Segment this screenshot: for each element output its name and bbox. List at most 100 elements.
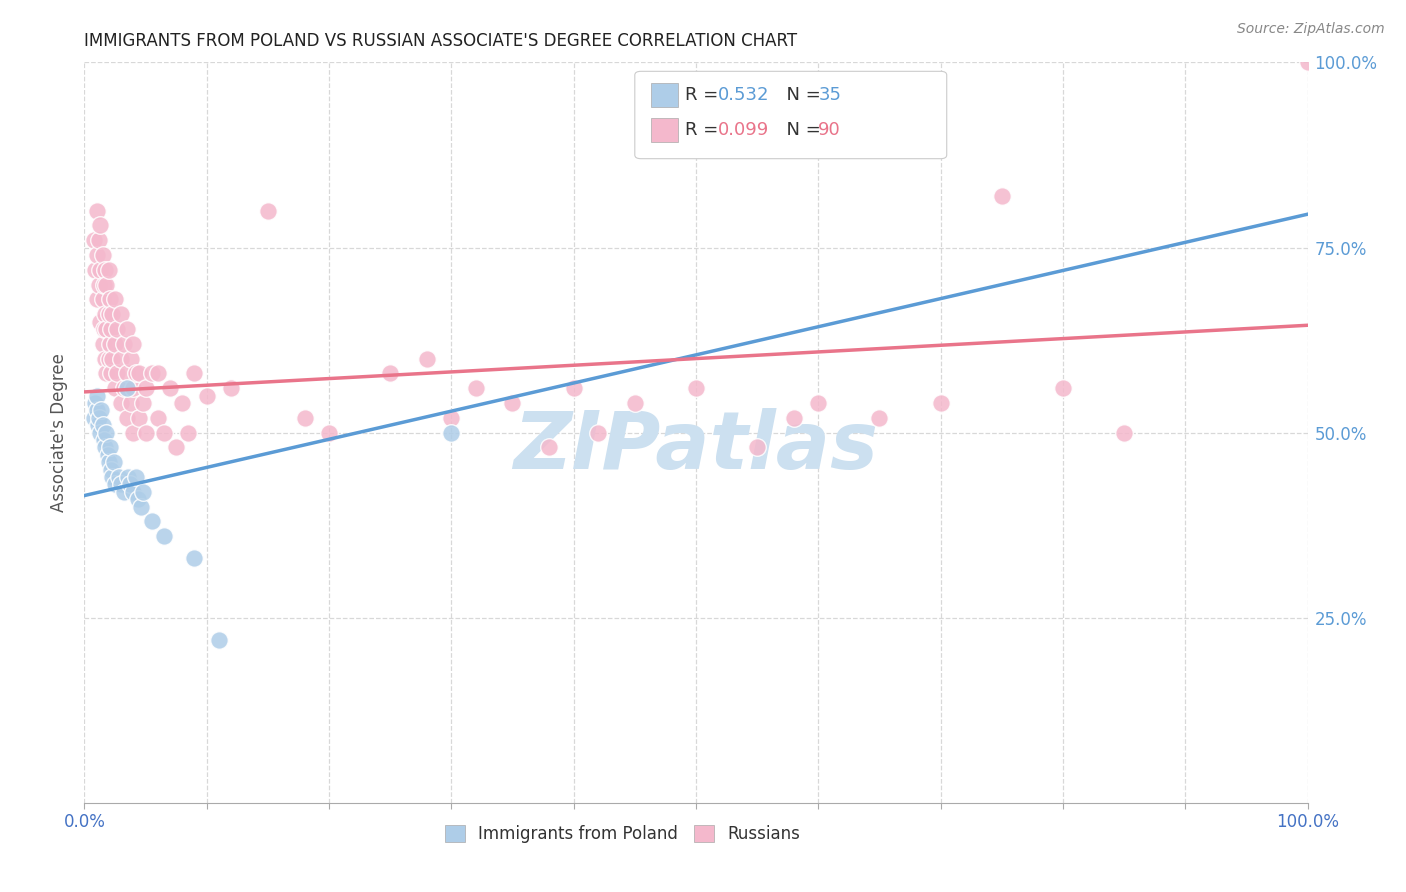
Text: R =: R = (685, 86, 724, 104)
Point (132, 484, 155, 499)
Point (153, 425, 176, 440)
Point (141, 367, 163, 381)
Point (464, 381, 486, 395)
Point (84, 396, 107, 410)
Point (90, 403, 112, 417)
Text: ZIPatlas: ZIPatlas (513, 409, 879, 486)
Point (104, 293, 127, 307)
Point (101, 470, 124, 484)
Point (104, 381, 127, 395)
Point (105, 322, 128, 336)
Point (100, 462, 122, 476)
Point (104, 336, 127, 351)
Point (89, 262, 111, 277)
Point (991, 188, 1014, 202)
Point (685, 381, 707, 395)
Point (440, 410, 463, 425)
FancyBboxPatch shape (651, 83, 678, 107)
Point (183, 367, 205, 381)
Text: 0.099: 0.099 (718, 120, 769, 139)
Point (807, 396, 830, 410)
Point (96, 322, 118, 336)
Point (122, 381, 145, 395)
Text: N =: N = (776, 86, 827, 104)
Point (195, 388, 218, 402)
Point (105, 367, 128, 381)
Point (165, 441, 187, 455)
Point (110, 307, 132, 321)
Point (94, 441, 117, 455)
Text: Source: ZipAtlas.com: Source: ZipAtlas.com (1237, 22, 1385, 37)
Point (110, 396, 132, 410)
Point (141, 515, 163, 529)
Point (89, 314, 111, 328)
Point (97, 455, 120, 469)
Point (97, 262, 120, 277)
Point (100, 322, 122, 336)
Point (87, 277, 110, 292)
Point (869, 410, 891, 425)
Point (93, 277, 115, 292)
Point (562, 381, 585, 395)
Point (146, 367, 169, 381)
Point (135, 381, 157, 395)
Point (120, 396, 142, 410)
Point (183, 551, 205, 566)
Point (112, 381, 135, 395)
Point (87, 418, 110, 433)
Point (112, 484, 135, 499)
Point (929, 396, 952, 410)
Point (91, 336, 114, 351)
Point (101, 351, 124, 366)
Point (257, 203, 280, 218)
Point (538, 441, 561, 455)
Point (135, 425, 157, 440)
Point (96, 425, 118, 440)
Point (1296, 55, 1319, 70)
FancyBboxPatch shape (636, 71, 946, 159)
Text: 90: 90 (818, 120, 841, 139)
Point (159, 381, 181, 395)
Point (86, 293, 108, 307)
Point (115, 381, 138, 395)
Y-axis label: Associate's Degree: Associate's Degree (51, 353, 69, 512)
Point (146, 410, 169, 425)
Point (172, 396, 194, 410)
Point (440, 425, 463, 440)
Point (125, 470, 148, 484)
Point (98, 441, 121, 455)
Point (110, 477, 132, 491)
Point (94, 307, 117, 321)
Point (153, 529, 176, 543)
Point (318, 425, 340, 440)
Text: R =: R = (685, 120, 724, 139)
Point (1052, 381, 1074, 395)
Point (1114, 425, 1136, 440)
Point (96, 367, 118, 381)
Point (101, 307, 124, 321)
Point (208, 632, 231, 647)
Point (115, 410, 138, 425)
Point (86, 403, 108, 417)
Point (128, 367, 150, 381)
Point (89, 219, 111, 233)
Point (502, 396, 524, 410)
Point (89, 425, 111, 440)
Point (129, 500, 152, 514)
Point (117, 470, 139, 484)
Text: IMMIGRANTS FROM POLAND VS RUSSIAN ASSOCIATE'S DEGREE CORRELATION CHART: IMMIGRANTS FROM POLAND VS RUSSIAN ASSOCI… (84, 32, 797, 50)
Point (219, 381, 242, 395)
Point (125, 367, 148, 381)
Point (115, 367, 138, 381)
Point (83, 233, 105, 247)
Point (94, 262, 117, 277)
Point (115, 322, 138, 336)
Point (91, 248, 114, 262)
Point (747, 441, 769, 455)
Point (91, 418, 114, 433)
Point (104, 477, 127, 491)
Point (112, 336, 135, 351)
Point (380, 367, 402, 381)
Point (86, 203, 108, 218)
Point (294, 410, 316, 425)
